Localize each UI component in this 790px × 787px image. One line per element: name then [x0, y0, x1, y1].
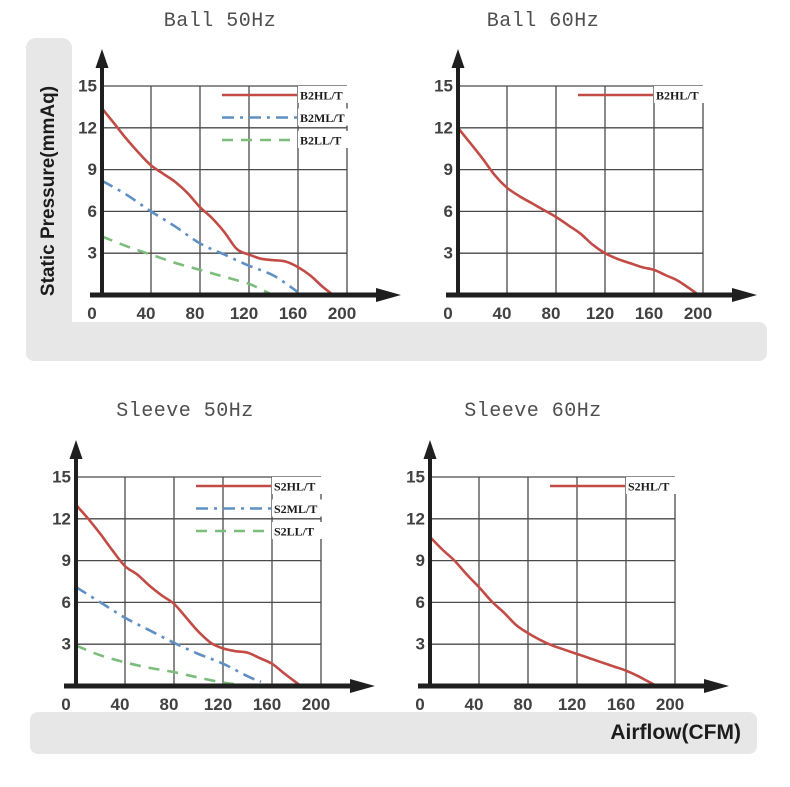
legend-label-backing [626, 477, 680, 494]
x-tick-label: 80 [186, 304, 205, 323]
x-axis-arrow-icon [732, 288, 757, 302]
x-tick-label: 80 [160, 695, 179, 714]
title-sleeve-50hz: Sleeve 50Hz [116, 400, 254, 423]
x-tick-label: 40 [111, 695, 130, 714]
legend-label: S2LL/T [274, 525, 314, 539]
x-tick-label: 40 [493, 304, 512, 323]
x-tick-label: 120 [558, 695, 586, 714]
y-tick-label: 6 [416, 593, 425, 612]
series-curve-s2ml-t [75, 585, 262, 684]
x-tick-label: 120 [204, 695, 232, 714]
y-tick-label: 3 [62, 635, 71, 654]
y-tick-label: 6 [88, 202, 97, 221]
series-curve-b2hl-t [456, 127, 698, 295]
legend-label: B2ML/T [300, 111, 345, 125]
x-tick-label: 40 [137, 304, 156, 323]
chart-sleeve-50hz: S2HL/T S2ML/T S2LL/T 3 6 9 12 15 0 40 80 120 160 200 [52, 440, 375, 714]
series-curve-b2ll-t [101, 235, 271, 295]
y-tick-label: 9 [88, 160, 97, 179]
x-tick-label: 0 [443, 304, 452, 323]
series-curve-s2hl-t [429, 536, 656, 687]
y-tick-label: 12 [52, 509, 71, 528]
legend-label-backing [654, 86, 708, 103]
y-tick-label: 15 [52, 468, 71, 487]
x-tick-label: 0 [61, 695, 70, 714]
y-tick-label: 3 [416, 635, 425, 654]
y-axis-arrow-icon [95, 49, 109, 68]
y-tick-label: 12 [406, 509, 425, 528]
x-tick-label: 200 [684, 304, 712, 323]
x-tick-label: 200 [328, 304, 356, 323]
x-axis-arrow-icon [704, 679, 729, 693]
series-curve-b2ml-t [101, 179, 299, 294]
y-axis-arrow-icon [451, 49, 465, 68]
x-tick-label: 160 [279, 304, 307, 323]
y-tick-label: 15 [406, 468, 425, 487]
x-axis-title: Airflow(CFM) [610, 721, 741, 744]
y-tick-label: 6 [444, 202, 453, 221]
series-curve-b2hl-t [100, 107, 334, 296]
x-tick-label: 80 [542, 304, 561, 323]
legend-label: B2LL/T [300, 134, 341, 148]
y-axis-arrow-icon [69, 440, 83, 459]
legend-label-backing [272, 477, 326, 494]
y-tick-label: 15 [434, 77, 453, 96]
legend-label-backing [272, 522, 326, 539]
legend-label: S2HL/T [274, 480, 315, 494]
y-tick-label: 6 [62, 593, 71, 612]
x-tick-label: 200 [302, 695, 330, 714]
x-axis-arrow-icon [350, 679, 375, 693]
legend-label-backing [298, 86, 352, 103]
legend-label: B2HL/T [656, 89, 699, 103]
y-tick-label: 12 [434, 118, 453, 137]
x-tick-label: 0 [415, 695, 424, 714]
title-ball-50hz: Ball 50Hz [163, 10, 277, 33]
x-axis-arrow-icon [376, 288, 401, 302]
legend-label-backing [272, 499, 326, 517]
y-tick-label: 15 [78, 77, 97, 96]
title-sleeve-60hz: Sleeve 60Hz [464, 400, 602, 423]
y-axis-label-band [26, 38, 72, 361]
x-tick-label: 160 [607, 695, 635, 714]
x-tick-label: 160 [635, 304, 663, 323]
y-tick-label: 9 [62, 551, 71, 570]
y-tick-label: 9 [416, 551, 425, 570]
y-axis-arrow-icon [423, 440, 437, 459]
x-tick-label: 80 [514, 695, 533, 714]
legend-label: B2HL/T [300, 89, 343, 103]
legend-label-backing [298, 108, 352, 126]
legend-label-backing [298, 131, 352, 148]
top-gray-band [26, 322, 767, 361]
y-tick-label: 3 [88, 244, 97, 263]
y-tick-label: 3 [444, 244, 453, 263]
chart-ball-50hz: B2HL/T B2ML/T B2LL/T 3 6 9 12 15 0 40 80 120 160 200 [78, 49, 401, 323]
x-tick-label: 120 [586, 304, 614, 323]
title-ball-60hz: Ball 60Hz [486, 10, 600, 33]
series-curve-s2hl-t [75, 504, 300, 686]
x-tick-label: 160 [253, 695, 281, 714]
series-curve-s2ll-t [75, 644, 244, 687]
x-tick-label: 120 [230, 304, 258, 323]
legend-label: S2HL/T [628, 480, 669, 494]
chart-sleeve-60hz: S2HL/T 3 6 9 12 15 0 40 80 120 160 200 [406, 440, 729, 714]
x-tick-label: 40 [465, 695, 484, 714]
y-tick-label: 12 [78, 118, 97, 137]
bottom-gray-band: Airflow(CFM) [30, 712, 757, 754]
x-tick-label: 0 [87, 304, 96, 323]
y-tick-label: 9 [444, 160, 453, 179]
x-tick-label: 200 [656, 695, 684, 714]
chart-ball-60hz: B2HL/T 3 6 9 12 15 0 40 80 120 160 200 [434, 49, 757, 323]
legend-label: S2ML/T [274, 502, 317, 516]
